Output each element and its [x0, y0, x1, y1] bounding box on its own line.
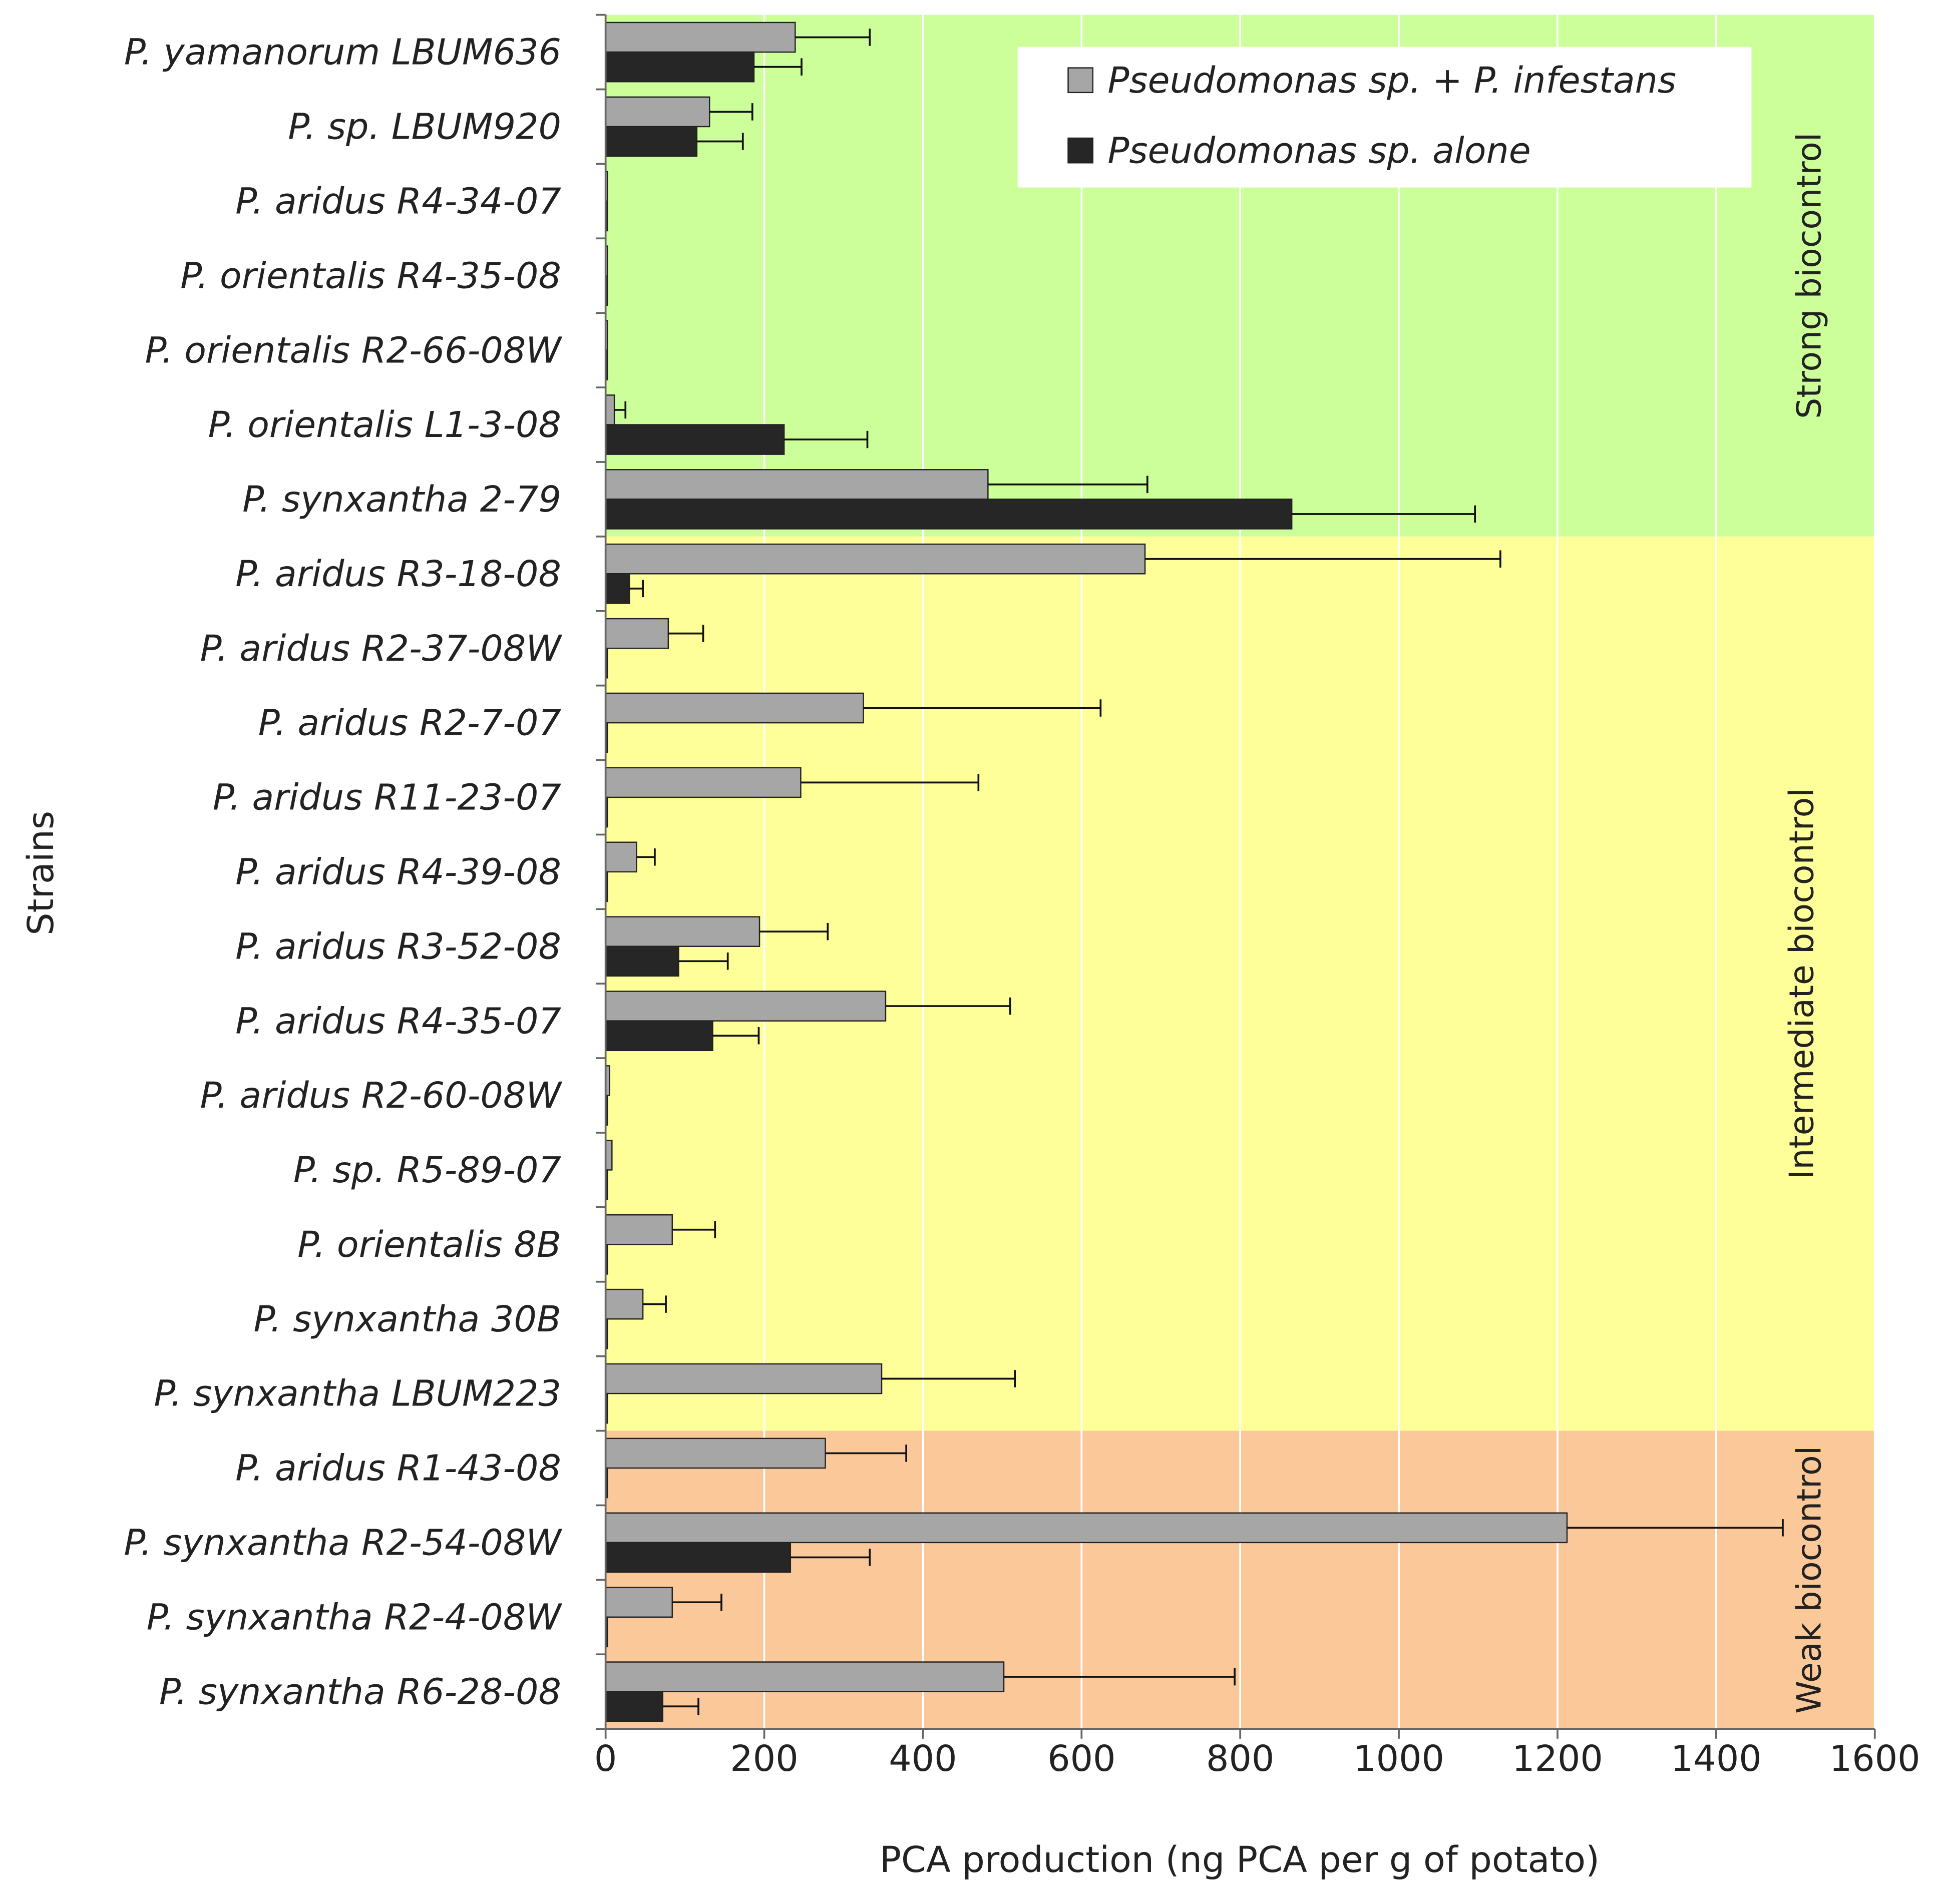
bar-with-p-infestans: [605, 841, 637, 873]
category-label: P. aridus R3-18-08: [235, 553, 561, 595]
category-label: P. synxantha R6-28-08: [159, 1671, 561, 1712]
x-tick-label: 0: [594, 1738, 617, 1779]
legend-swatch-black: [1067, 137, 1094, 164]
bar-with-p-infestans: [605, 394, 615, 425]
bar-alone: [605, 51, 755, 83]
category-label: P. orientalis R2-66-08W: [145, 329, 563, 371]
bar-with-p-infestans: [605, 1214, 673, 1245]
category-label: P. aridus R3-52-08: [235, 925, 561, 967]
band-label: Intermediate biocontrol: [1782, 788, 1821, 1179]
bar-with-p-infestans: [605, 96, 710, 128]
bar-with-p-infestans: [605, 1587, 673, 1618]
category-label: P. aridus R11-23-07: [213, 777, 561, 818]
x-tick-label: 800: [1206, 1738, 1274, 1779]
bar-with-p-infestans: [605, 767, 802, 798]
bar-with-p-infestans: [605, 1288, 644, 1320]
bar-alone: [605, 1542, 792, 1573]
x-tick-label: 400: [889, 1738, 957, 1779]
x-tick-label: 200: [730, 1738, 798, 1779]
category-label: P. aridus R4-39-08: [235, 851, 561, 892]
bar-with-p-infestans: [605, 916, 760, 947]
category-label: P. synxantha 2-79: [242, 479, 561, 520]
x-tick-label: 1400: [1671, 1738, 1762, 1779]
category-label: P. synxantha R2-4-08W: [147, 1596, 563, 1638]
bar-with-p-infestans: [605, 991, 887, 1022]
bar-alone: [605, 424, 785, 455]
x-axis-title: PCA production (ng PCA per g of potato): [880, 1839, 1600, 1880]
category-label: P. orientalis R4-35-08: [180, 255, 561, 296]
x-tick-label: 600: [1047, 1738, 1115, 1779]
y-axis-title: Strains: [20, 811, 62, 935]
bar-alone: [605, 1020, 713, 1052]
category-label: P. synxantha 30B: [254, 1298, 561, 1340]
category-label: P. sp. LBUM920: [288, 106, 561, 148]
bar-with-p-infestans: [605, 1512, 1568, 1544]
category-label: P. aridus R2-60-08W: [200, 1075, 563, 1116]
bar-with-p-infestans: [605, 22, 796, 53]
category-label: P. sp. R5-89-07: [293, 1149, 561, 1191]
legend-label-infested: Pseudomonas sp. + P. infestans: [1107, 60, 1676, 101]
category-label: P. orientalis 8B: [297, 1224, 561, 1265]
x-tick-label: 1600: [1829, 1738, 1920, 1779]
x-tick-label: 1000: [1353, 1738, 1444, 1779]
bar-alone: [605, 126, 698, 157]
legend: Pseudomonas sp. + P. infestans Pseudomon…: [1017, 47, 1752, 188]
legend-swatch-gray: [1067, 67, 1094, 94]
x-tick-label: 1200: [1512, 1738, 1603, 1779]
band-label: Weak biocontrol: [1789, 1446, 1828, 1714]
category-label: P. synxantha LBUM223: [154, 1373, 561, 1414]
category-label: P. synxantha R2-54-08W: [124, 1522, 562, 1564]
bar-with-p-infestans: [605, 618, 669, 649]
category-label: P. aridus R4-34-07: [235, 180, 561, 222]
bar-alone: [605, 1691, 663, 1722]
category-label: P. yamanorum LBUM636: [124, 32, 561, 73]
bar-with-p-infestans: [605, 1438, 826, 1469]
legend-label-alone: Pseudomonas sp. alone: [1107, 130, 1530, 171]
bar-with-p-infestans: [605, 469, 989, 500]
band-label: Strong biocontrol: [1789, 133, 1828, 419]
bar-alone: [605, 945, 679, 977]
category-label: P. aridus R1-43-08: [235, 1448, 561, 1489]
category-label: P. orientalis L1-3-08: [208, 404, 561, 445]
legend-box: [1017, 47, 1752, 188]
bar-alone: [605, 573, 630, 604]
bar-with-p-infestans: [605, 543, 1146, 575]
bar-with-p-infestans: [605, 1363, 883, 1394]
bar-with-p-infestans: [605, 1140, 613, 1171]
category-label: P. aridus R2-7-07: [258, 702, 561, 744]
category-label: P. aridus R4-35-07: [235, 1000, 561, 1042]
bar-with-p-infestans: [605, 692, 864, 724]
category-label: P. aridus R2-37-08W: [200, 628, 563, 669]
bar-alone: [605, 499, 1293, 530]
bar-with-p-infestans: [605, 1661, 1005, 1692]
